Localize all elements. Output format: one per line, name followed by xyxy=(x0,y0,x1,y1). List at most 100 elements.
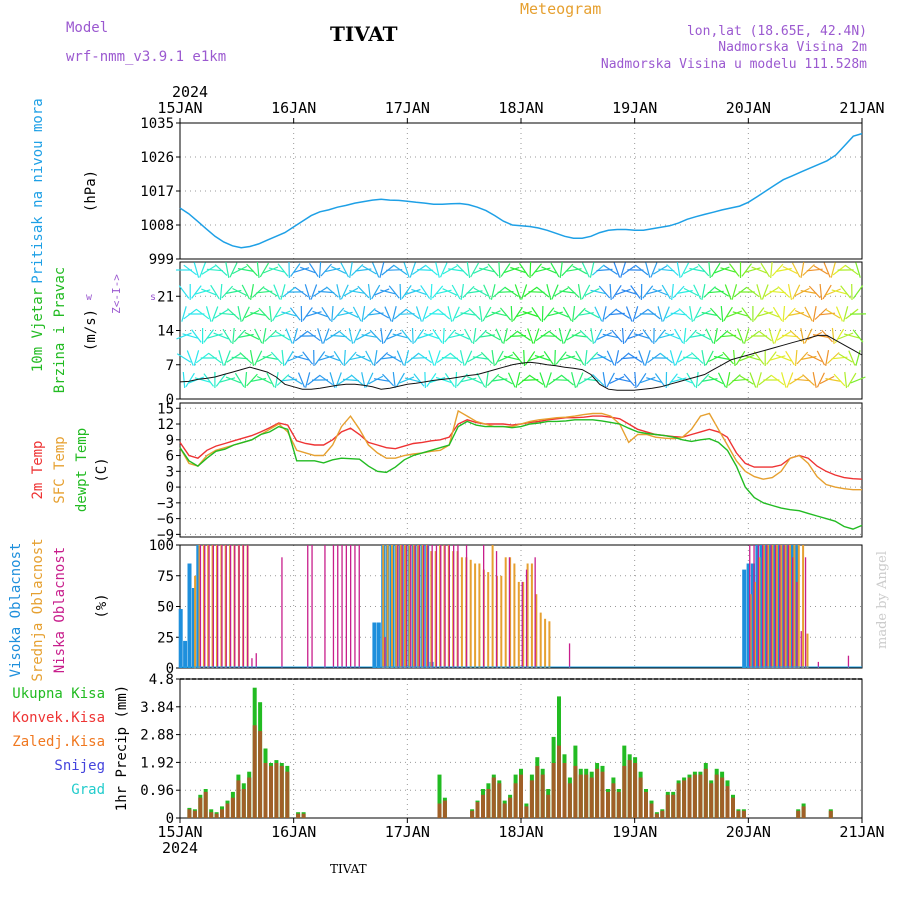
wind-barb xyxy=(584,288,600,296)
cloud-bar xyxy=(759,545,764,668)
cloud-bar xyxy=(746,563,751,668)
precip-bar xyxy=(241,789,246,818)
wind-barb xyxy=(205,306,212,322)
precip-bar xyxy=(644,791,648,818)
precip-bar xyxy=(470,810,475,818)
wind-barb xyxy=(528,354,545,362)
precip-bar xyxy=(508,797,513,818)
precip-bar xyxy=(714,774,719,818)
wind-barb xyxy=(305,372,311,388)
cloud-bar xyxy=(457,545,459,668)
y-tick-label-pressure: 1008 xyxy=(140,218,174,234)
wind-barb xyxy=(437,308,451,320)
x-tick-label-top: 16JAN xyxy=(271,99,316,117)
wind-barb xyxy=(559,262,563,278)
wind-barb xyxy=(850,376,866,384)
wind-barb xyxy=(503,355,520,361)
wind-barb xyxy=(491,311,508,317)
wind-barb xyxy=(727,331,742,341)
wind-barb xyxy=(559,355,576,361)
wind-barb xyxy=(250,312,267,316)
wind-barb xyxy=(195,308,210,320)
cloud-bar xyxy=(491,545,494,668)
wind-barb xyxy=(473,266,489,274)
cloud-bar xyxy=(208,545,210,668)
wind-barb xyxy=(227,308,240,320)
precip-bar xyxy=(725,786,730,818)
wind-barb xyxy=(386,332,402,340)
cloud-bar xyxy=(504,557,507,668)
pressure-unit: (hPa) xyxy=(83,170,99,212)
cloud-bar xyxy=(508,557,511,668)
x-tick-label-top: 19JAN xyxy=(612,99,657,117)
wind-barb xyxy=(540,335,557,337)
wind-barb xyxy=(241,284,251,300)
cloud-bar xyxy=(758,557,761,668)
wind-barb xyxy=(522,310,539,318)
cloud-bar xyxy=(453,545,455,668)
wind-barb xyxy=(847,372,857,388)
wind-barb xyxy=(233,329,246,343)
precip-bar xyxy=(225,803,230,818)
precip-bar xyxy=(236,780,241,818)
cloud-bar xyxy=(517,581,520,668)
cloud-bar xyxy=(749,594,752,668)
wind-barb xyxy=(543,307,555,321)
wind-barb xyxy=(733,349,736,367)
wind-barb xyxy=(577,284,582,300)
precip-bar xyxy=(540,774,545,818)
wind-barb xyxy=(848,350,856,366)
wind-barb xyxy=(430,283,433,301)
x-tick-label-bottom: 15JAN xyxy=(157,823,202,841)
wind-barb xyxy=(708,261,711,279)
year-label-top: 2024 xyxy=(172,83,208,101)
x-tick-label-top: 20JAN xyxy=(726,99,771,117)
wind-barb xyxy=(318,261,322,279)
wind-barb xyxy=(782,265,798,275)
cloud-bar xyxy=(187,563,192,668)
wind-barb xyxy=(336,284,341,300)
cloud-ylabel-mid: Srednja Oblacnost xyxy=(30,538,46,681)
wind-barb xyxy=(435,376,452,384)
wind-barb xyxy=(646,377,662,383)
wind-barb xyxy=(753,351,765,365)
wind-barb xyxy=(424,371,426,389)
wind-barb xyxy=(365,372,374,388)
wind-barb xyxy=(693,306,702,322)
wind-barb xyxy=(749,372,757,388)
y-tick-label-pressure: 999 xyxy=(149,252,174,268)
station-title: TIVAT xyxy=(330,22,398,46)
wind-barb xyxy=(293,355,310,361)
wind-barb xyxy=(551,284,559,300)
wind-barb xyxy=(326,286,339,298)
cloud-bar xyxy=(191,588,196,668)
wind-barb xyxy=(701,283,706,301)
wind-barb xyxy=(602,306,607,322)
cloud-bar xyxy=(337,545,339,668)
wind-barb xyxy=(460,312,477,316)
wind-barb xyxy=(201,288,217,296)
wind-barb xyxy=(273,284,281,300)
wind-barb xyxy=(741,263,752,277)
wind-barb xyxy=(838,353,853,363)
wind-barb xyxy=(331,305,334,323)
cloud-bar xyxy=(405,545,408,668)
wind-barb xyxy=(281,349,285,367)
wind-barb xyxy=(299,266,316,274)
model-name: wrf-nmm_v3.9.1 e1km xyxy=(66,49,227,65)
precip-bar xyxy=(442,800,447,818)
wind-barb xyxy=(802,264,815,276)
wind-barb xyxy=(297,372,306,388)
cloud-bar xyxy=(526,563,529,668)
wind-barb xyxy=(710,262,721,278)
y-tick-label-clouds: 50 xyxy=(157,600,174,616)
wind-barb xyxy=(852,329,864,343)
wind-barb xyxy=(444,329,456,343)
wind-barb xyxy=(766,351,777,365)
wind-barb xyxy=(683,356,700,360)
wind-barb xyxy=(466,262,471,278)
wind-barb xyxy=(714,287,730,297)
wind-barb xyxy=(708,375,724,385)
precip-bar xyxy=(486,789,491,818)
